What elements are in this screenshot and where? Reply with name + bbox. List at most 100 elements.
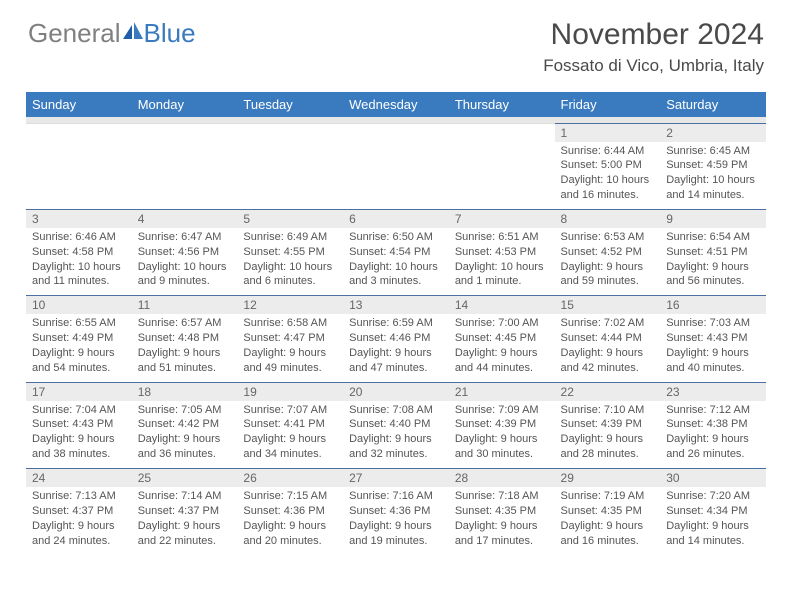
daylight-text: Daylight: 9 hours <box>32 432 126 447</box>
logo-text-1: General <box>28 18 121 49</box>
daylight-text: and 38 minutes. <box>32 447 126 462</box>
date-cell: Sunrise: 6:47 AMSunset: 4:56 PMDaylight:… <box>132 228 238 296</box>
sunrise-text: Sunrise: 7:18 AM <box>455 489 549 504</box>
sunrise-text: Sunrise: 7:20 AM <box>666 489 760 504</box>
date-cell: Sunrise: 7:02 AMSunset: 4:44 PMDaylight:… <box>555 314 661 382</box>
month-title: November 2024 <box>543 18 764 52</box>
calendar-table: SundayMondayTuesdayWednesdayThursdayFrid… <box>26 92 766 554</box>
daylight-text: Daylight: 9 hours <box>561 519 655 534</box>
daylight-text: and 36 minutes. <box>138 447 232 462</box>
daylight-text: and 34 minutes. <box>243 447 337 462</box>
daylight-text: Daylight: 9 hours <box>666 519 760 534</box>
date-cell <box>449 142 555 210</box>
daylight-text: Daylight: 9 hours <box>349 346 443 361</box>
sunrise-text: Sunrise: 6:47 AM <box>138 230 232 245</box>
daylight-text: and 26 minutes. <box>666 447 760 462</box>
daylight-text: Daylight: 9 hours <box>455 519 549 534</box>
date-number <box>449 123 555 142</box>
sunrise-text: Sunrise: 6:44 AM <box>561 144 655 159</box>
sunset-text: Sunset: 4:49 PM <box>32 331 126 346</box>
date-cell: Sunrise: 7:03 AMSunset: 4:43 PMDaylight:… <box>660 314 766 382</box>
daylight-text: Daylight: 10 hours <box>666 173 760 188</box>
sunset-text: Sunset: 4:56 PM <box>138 245 232 260</box>
date-cell: Sunrise: 6:55 AMSunset: 4:49 PMDaylight:… <box>26 314 132 382</box>
day-header: Tuesday <box>237 92 343 117</box>
daylight-text: Daylight: 9 hours <box>349 519 443 534</box>
date-number: 1 <box>555 123 661 142</box>
daylight-text: and 9 minutes. <box>138 274 232 289</box>
daylight-text: and 14 minutes. <box>666 534 760 549</box>
date-cell: Sunrise: 6:54 AMSunset: 4:51 PMDaylight:… <box>660 228 766 296</box>
date-number: 11 <box>132 296 238 315</box>
daylight-text: and 54 minutes. <box>32 361 126 376</box>
sunrise-text: Sunrise: 7:07 AM <box>243 403 337 418</box>
date-number: 19 <box>237 382 343 401</box>
date-number: 29 <box>555 469 661 488</box>
sunrise-text: Sunrise: 6:51 AM <box>455 230 549 245</box>
date-cell: Sunrise: 7:18 AMSunset: 4:35 PMDaylight:… <box>449 487 555 554</box>
sunset-text: Sunset: 4:36 PM <box>243 504 337 519</box>
date-data-row: Sunrise: 7:04 AMSunset: 4:43 PMDaylight:… <box>26 401 766 469</box>
date-cell: Sunrise: 6:51 AMSunset: 4:53 PMDaylight:… <box>449 228 555 296</box>
date-number <box>132 123 238 142</box>
sunrise-text: Sunrise: 6:57 AM <box>138 316 232 331</box>
date-cell: Sunrise: 7:19 AMSunset: 4:35 PMDaylight:… <box>555 487 661 554</box>
daylight-text: Daylight: 9 hours <box>243 346 337 361</box>
date-number: 28 <box>449 469 555 488</box>
daylight-text: Daylight: 10 hours <box>32 260 126 275</box>
date-cell: Sunrise: 7:09 AMSunset: 4:39 PMDaylight:… <box>449 401 555 469</box>
sunset-text: Sunset: 4:43 PM <box>666 331 760 346</box>
date-cell <box>343 142 449 210</box>
daylight-text: and 28 minutes. <box>561 447 655 462</box>
date-number: 27 <box>343 469 449 488</box>
date-number <box>343 123 449 142</box>
daylight-text: and 59 minutes. <box>561 274 655 289</box>
date-number: 16 <box>660 296 766 315</box>
daylight-text: Daylight: 9 hours <box>666 346 760 361</box>
daylight-text: Daylight: 9 hours <box>561 346 655 361</box>
day-header-row: SundayMondayTuesdayWednesdayThursdayFrid… <box>26 92 766 117</box>
date-number: 18 <box>132 382 238 401</box>
sunset-text: Sunset: 5:00 PM <box>561 158 655 173</box>
daylight-text: and 49 minutes. <box>243 361 337 376</box>
daylight-text: Daylight: 9 hours <box>349 432 443 447</box>
sunset-text: Sunset: 4:41 PM <box>243 417 337 432</box>
daylight-text: Daylight: 10 hours <box>455 260 549 275</box>
date-number: 13 <box>343 296 449 315</box>
date-cell: Sunrise: 6:45 AMSunset: 4:59 PMDaylight:… <box>660 142 766 210</box>
date-number: 4 <box>132 209 238 228</box>
date-number <box>26 123 132 142</box>
date-cell: Sunrise: 7:05 AMSunset: 4:42 PMDaylight:… <box>132 401 238 469</box>
date-cell: Sunrise: 6:44 AMSunset: 5:00 PMDaylight:… <box>555 142 661 210</box>
daylight-text: and 22 minutes. <box>138 534 232 549</box>
date-cell: Sunrise: 7:00 AMSunset: 4:45 PMDaylight:… <box>449 314 555 382</box>
date-data-row: Sunrise: 6:55 AMSunset: 4:49 PMDaylight:… <box>26 314 766 382</box>
date-number: 12 <box>237 296 343 315</box>
date-cell <box>132 142 238 210</box>
daylight-text: and 40 minutes. <box>666 361 760 376</box>
date-number: 30 <box>660 469 766 488</box>
date-number-row: 12 <box>26 123 766 142</box>
daylight-text: and 42 minutes. <box>561 361 655 376</box>
sunset-text: Sunset: 4:48 PM <box>138 331 232 346</box>
date-cell: Sunrise: 7:08 AMSunset: 4:40 PMDaylight:… <box>343 401 449 469</box>
date-number: 7 <box>449 209 555 228</box>
date-number: 9 <box>660 209 766 228</box>
daylight-text: Daylight: 9 hours <box>138 432 232 447</box>
sunset-text: Sunset: 4:39 PM <box>455 417 549 432</box>
sunrise-text: Sunrise: 7:08 AM <box>349 403 443 418</box>
date-cell: Sunrise: 6:57 AMSunset: 4:48 PMDaylight:… <box>132 314 238 382</box>
sunrise-text: Sunrise: 6:54 AM <box>666 230 760 245</box>
daylight-text: and 17 minutes. <box>455 534 549 549</box>
date-cell: Sunrise: 7:12 AMSunset: 4:38 PMDaylight:… <box>660 401 766 469</box>
date-number: 10 <box>26 296 132 315</box>
daylight-text: and 32 minutes. <box>349 447 443 462</box>
sunrise-text: Sunrise: 6:58 AM <box>243 316 337 331</box>
date-cell: Sunrise: 6:46 AMSunset: 4:58 PMDaylight:… <box>26 228 132 296</box>
sunset-text: Sunset: 4:45 PM <box>455 331 549 346</box>
date-number-row: 10111213141516 <box>26 296 766 315</box>
date-number-row: 17181920212223 <box>26 382 766 401</box>
header: General Blue November 2024 Fossato di Vi… <box>0 0 792 84</box>
sunrise-text: Sunrise: 7:13 AM <box>32 489 126 504</box>
date-cell: Sunrise: 6:59 AMSunset: 4:46 PMDaylight:… <box>343 314 449 382</box>
